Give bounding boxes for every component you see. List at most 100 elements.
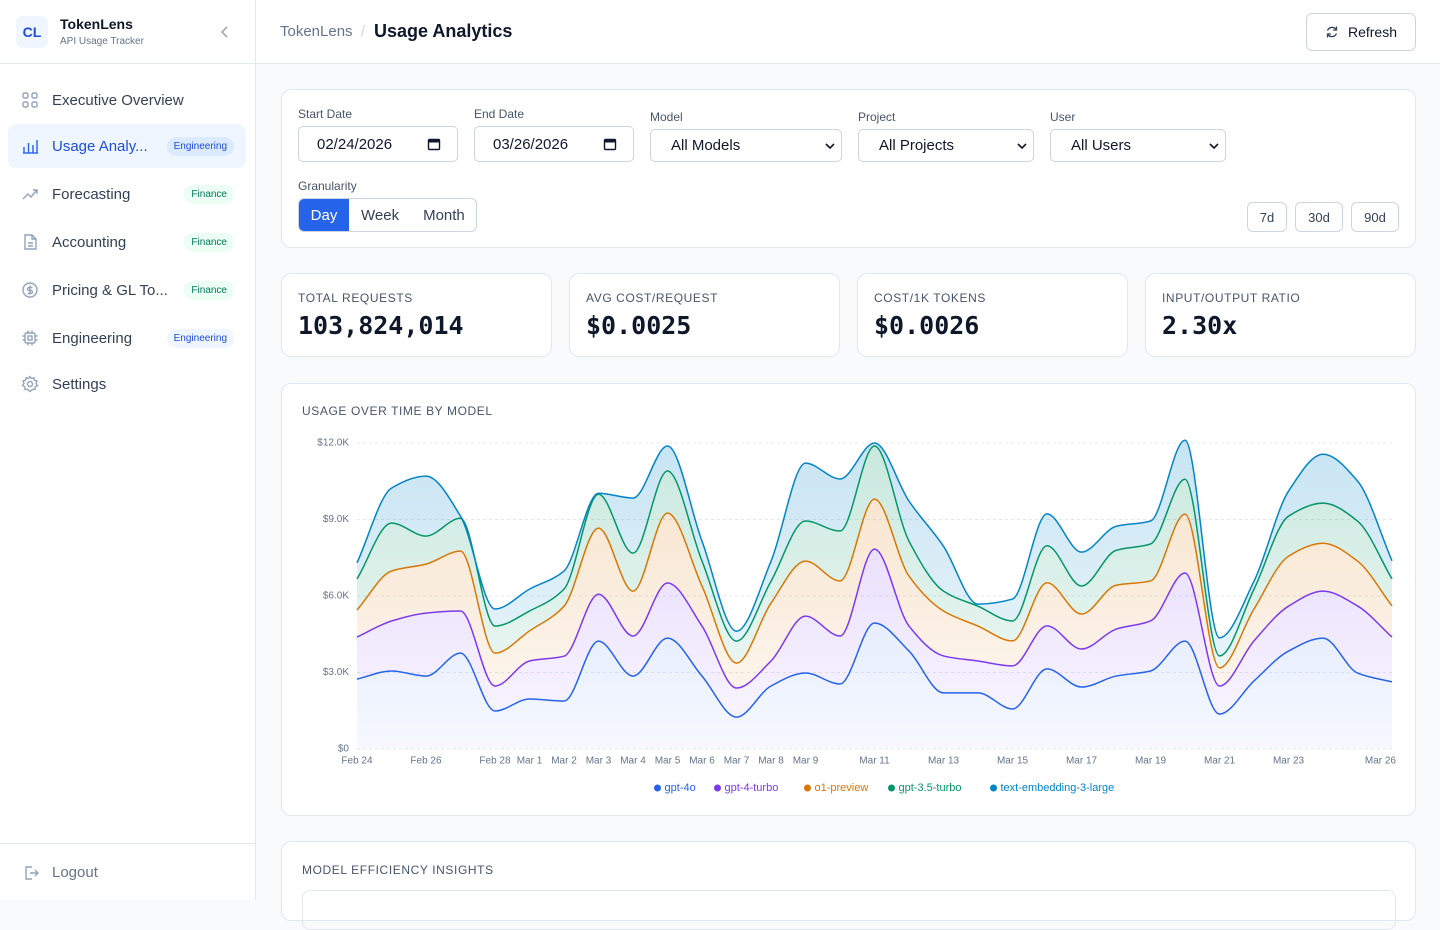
- header: TokenLens / Usage Analytics Refresh: [256, 0, 1440, 64]
- x-tick-label: Mar 19: [1135, 756, 1167, 767]
- series-line: [356, 445, 1393, 657]
- x-tick-label: Mar 17: [1066, 756, 1098, 767]
- breadcrumb-root[interactable]: TokenLens: [280, 23, 353, 40]
- nav-icon: [21, 137, 39, 155]
- y-tick-label: $3.0K: [323, 667, 349, 678]
- filter-label: User: [1050, 110, 1076, 124]
- filter-label: Start Date: [298, 107, 353, 121]
- x-tick-label: Mar 23: [1273, 756, 1305, 767]
- range-button[interactable]: 7d: [1247, 202, 1287, 232]
- legend-label: gpt-4o: [665, 782, 696, 794]
- legend-swatch: [804, 784, 811, 792]
- series-line: [356, 548, 1393, 689]
- nav-badge: Finance: [184, 184, 234, 204]
- legend-swatch: [714, 784, 721, 792]
- collapse-button[interactable]: [218, 25, 232, 39]
- kpi-value: 2.30x: [1162, 311, 1238, 340]
- y-tick-label: $0: [338, 744, 350, 755]
- nav-item[interactable]: Usage Analy... Engineering: [8, 124, 246, 168]
- nav-label: Engineering: [52, 329, 133, 347]
- nav-icon: [21, 233, 39, 251]
- area: [357, 446, 1392, 668]
- nav-label: Executive Overview: [52, 91, 184, 109]
- nav-icon: [21, 91, 39, 109]
- nav-badge: Finance: [184, 280, 234, 300]
- select-value: All Models: [671, 137, 741, 154]
- nav-label: Forecasting: [52, 185, 131, 203]
- granularity-option[interactable]: Month: [423, 206, 465, 224]
- nav-icon: [21, 281, 39, 299]
- insights-title: MODEL EFFICIENCY INSIGHTS: [302, 863, 494, 877]
- filter-label: Project: [858, 110, 896, 124]
- nav-badge: Finance: [184, 232, 234, 252]
- x-tick-label: Mar 8: [758, 756, 784, 767]
- nav-label: Accounting: [52, 233, 127, 251]
- user-select[interactable]: All Users: [1050, 129, 1226, 162]
- brand-name: TokenLens: [60, 16, 133, 32]
- refresh-button[interactable]: Refresh: [1306, 13, 1416, 51]
- filter-label: Granularity: [298, 179, 357, 193]
- nav-icon: [21, 185, 39, 203]
- y-tick-label: $12.0K: [317, 438, 349, 449]
- nav-label: Usage Analy...: [52, 137, 148, 155]
- x-tick-label: Feb 24: [341, 756, 373, 767]
- chart-title: USAGE OVER TIME BY MODEL: [302, 404, 493, 418]
- area: [357, 623, 1392, 749]
- range-button[interactable]: 30d: [1295, 202, 1343, 232]
- insights-card: MODEL EFFICIENCY INSIGHTS: [281, 841, 1416, 930]
- legend-swatch: [990, 784, 997, 792]
- x-tick-label: Mar 21: [1204, 756, 1236, 767]
- brand-block: CL TokenLens API Usage Tracker: [0, 0, 255, 64]
- kpi-card: COST/1K TOKENS $0.0026: [857, 273, 1128, 357]
- legend-swatch: [888, 784, 895, 792]
- nav-icon: [21, 329, 39, 347]
- start-date-input[interactable]: 02/24/2026: [298, 126, 458, 162]
- nav-item[interactable]: Settings: [8, 362, 246, 406]
- x-tick-label: Mar 2: [551, 756, 577, 767]
- granularity-option[interactable]: Week: [361, 206, 400, 224]
- granularity-toggle: Day Week Month: [298, 198, 477, 232]
- kpi-label: AVG COST/REQUEST: [586, 291, 719, 305]
- granularity-option[interactable]: Day: [299, 199, 349, 231]
- nav-badge: Engineering: [166, 136, 234, 156]
- model-select[interactable]: All Models: [650, 129, 842, 162]
- nav-item[interactable]: Pricing & GL To... Finance: [8, 268, 246, 312]
- input-value: 03/26/2026: [493, 135, 569, 153]
- logout[interactable]: Logout: [0, 843, 255, 900]
- kpi-label: COST/1K TOKENS: [874, 291, 986, 305]
- nav-label: Pricing & GL To...: [52, 281, 168, 299]
- logout-label: Logout: [52, 864, 98, 881]
- legend-swatch: [654, 784, 661, 792]
- brand-tagline: API Usage Tracker: [60, 36, 144, 47]
- kpi-card: INPUT/OUTPUT RATIO 2.30x: [1145, 273, 1416, 357]
- chart: USAGE OVER TIME BY MODEL $0 $3.0K $6.0K $9.…: [302, 404, 1396, 794]
- x-tick-label: Mar 1: [517, 756, 543, 767]
- y-tick-label: $6.0K: [323, 591, 349, 602]
- x-tick-label: Mar 11: [859, 756, 890, 767]
- legend-label: gpt-3.5-turbo: [899, 782, 962, 794]
- series-line: [356, 622, 1393, 718]
- kpi-value: 103,824,014: [298, 311, 464, 340]
- series-line: [356, 439, 1393, 639]
- chart-card: USAGE OVER TIME BY MODEL $0 $3.0K $6.0K $9.…: [281, 383, 1416, 816]
- nav-item[interactable]: Engineering Engineering: [8, 316, 246, 360]
- kpi-value: $0.0026: [874, 311, 980, 340]
- project-select[interactable]: All Projects: [858, 129, 1034, 162]
- nav-item[interactable]: Forecasting Finance: [8, 172, 246, 216]
- filter-label: End Date: [474, 107, 525, 121]
- select-value: All Projects: [879, 137, 955, 154]
- sidebar: CL TokenLens API Usage Tracker Executive…: [0, 0, 256, 900]
- x-tick-label: Mar 13: [928, 756, 960, 767]
- kpi-label: INPUT/OUTPUT RATIO: [1162, 291, 1301, 305]
- x-tick-label: Mar 6: [689, 756, 715, 767]
- area: [357, 499, 1392, 689]
- x-tick-label: Mar 15: [997, 756, 1029, 767]
- end-date-input[interactable]: 03/26/2026: [474, 126, 634, 162]
- area: [357, 549, 1392, 718]
- nav-item[interactable]: Accounting Finance: [8, 220, 246, 264]
- range-button[interactable]: 90d: [1351, 202, 1399, 232]
- x-tick-label: Mar 5: [655, 756, 681, 767]
- y-tick-label: $9.0K: [323, 514, 349, 525]
- nav-item[interactable]: Executive Overview: [8, 78, 246, 122]
